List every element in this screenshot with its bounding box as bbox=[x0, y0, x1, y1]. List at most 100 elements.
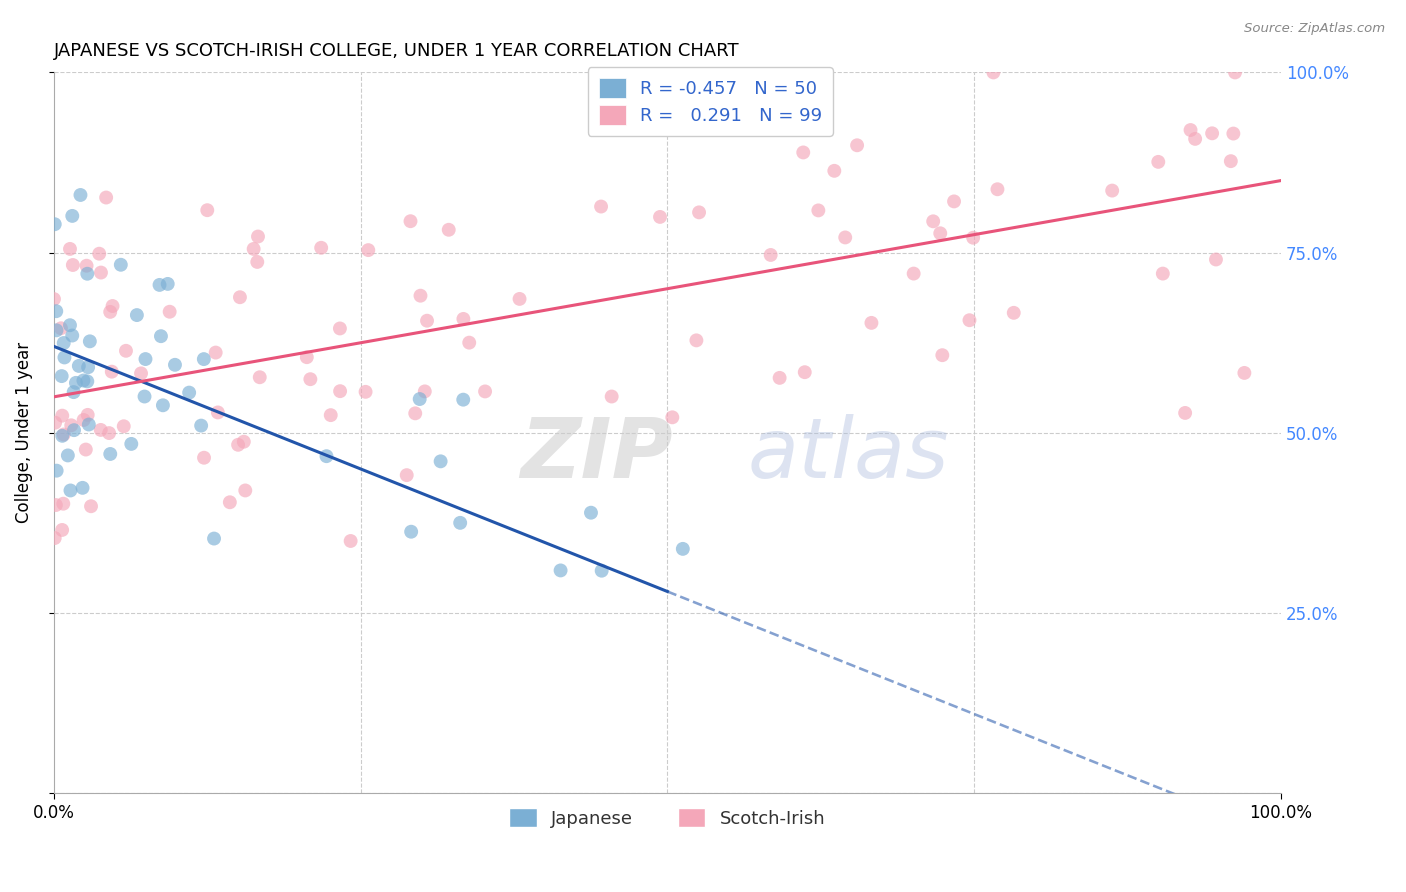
Point bbox=[80, 500, 103, 514]
Point bbox=[1147, 154, 1170, 169]
Point bbox=[437, 223, 460, 237]
Point bbox=[1002, 306, 1025, 320]
Point bbox=[51, 369, 73, 384]
Point bbox=[179, 385, 201, 400]
Point bbox=[329, 384, 352, 399]
Point bbox=[110, 258, 132, 272]
Point bbox=[685, 334, 707, 348]
Point bbox=[429, 454, 451, 468]
Point bbox=[72, 481, 94, 495]
Point bbox=[195, 203, 218, 218]
Point bbox=[120, 437, 142, 451]
Point bbox=[793, 365, 815, 379]
Point bbox=[51, 523, 73, 537]
Point bbox=[550, 563, 572, 577]
Point bbox=[134, 390, 156, 404]
Text: Source: ZipAtlas.com: Source: ZipAtlas.com bbox=[1244, 22, 1385, 36]
Point bbox=[931, 348, 953, 362]
Point bbox=[45, 498, 67, 512]
Point bbox=[76, 375, 98, 389]
Point bbox=[600, 390, 623, 404]
Point bbox=[59, 483, 82, 498]
Point bbox=[404, 406, 426, 420]
Point bbox=[246, 255, 269, 269]
Point bbox=[148, 277, 170, 292]
Point bbox=[52, 336, 75, 351]
Point bbox=[451, 392, 474, 407]
Point bbox=[922, 214, 945, 228]
Point bbox=[45, 323, 67, 337]
Point bbox=[354, 384, 377, 399]
Point bbox=[1223, 65, 1246, 79]
Point bbox=[357, 243, 380, 257]
Point bbox=[75, 442, 97, 457]
Point bbox=[315, 449, 337, 463]
Point bbox=[509, 292, 531, 306]
Point bbox=[959, 313, 981, 327]
Point bbox=[474, 384, 496, 399]
Point bbox=[860, 316, 883, 330]
Point bbox=[76, 408, 98, 422]
Point bbox=[408, 392, 430, 406]
Point bbox=[101, 299, 124, 313]
Point bbox=[204, 345, 226, 359]
Point bbox=[49, 321, 72, 335]
Point bbox=[399, 214, 422, 228]
Text: JAPANESE VS SCOTCH-IRISH COLLEGE, UNDER 1 YEAR CORRELATION CHART: JAPANESE VS SCOTCH-IRISH COLLEGE, UNDER … bbox=[53, 42, 740, 60]
Point bbox=[53, 351, 76, 365]
Point bbox=[193, 450, 215, 465]
Point bbox=[79, 334, 101, 349]
Point bbox=[1222, 127, 1244, 141]
Point bbox=[42, 292, 65, 306]
Point bbox=[986, 182, 1008, 196]
Point bbox=[903, 267, 925, 281]
Point bbox=[1180, 123, 1202, 137]
Point bbox=[1201, 126, 1223, 140]
Point bbox=[672, 541, 695, 556]
Point bbox=[60, 209, 83, 223]
Point bbox=[76, 259, 98, 273]
Point bbox=[45, 304, 67, 318]
Point bbox=[156, 277, 179, 291]
Point bbox=[1174, 406, 1197, 420]
Point bbox=[72, 374, 94, 388]
Point bbox=[226, 438, 249, 452]
Point bbox=[115, 343, 138, 358]
Point bbox=[125, 308, 148, 322]
Point bbox=[246, 229, 269, 244]
Point bbox=[60, 328, 83, 343]
Point bbox=[52, 497, 75, 511]
Point bbox=[1184, 132, 1206, 146]
Point bbox=[319, 408, 342, 422]
Point bbox=[769, 371, 792, 385]
Point bbox=[56, 449, 79, 463]
Point bbox=[295, 350, 318, 364]
Point bbox=[149, 329, 172, 343]
Point bbox=[112, 419, 135, 434]
Point bbox=[299, 372, 322, 386]
Point bbox=[232, 434, 254, 449]
Point bbox=[399, 524, 422, 539]
Point bbox=[202, 532, 225, 546]
Point bbox=[98, 426, 121, 441]
Point bbox=[409, 288, 432, 302]
Point bbox=[62, 385, 84, 400]
Point bbox=[60, 418, 83, 433]
Point bbox=[929, 227, 952, 241]
Point bbox=[218, 495, 240, 509]
Point bbox=[134, 352, 156, 367]
Point bbox=[233, 483, 256, 498]
Point bbox=[62, 258, 84, 272]
Point bbox=[823, 163, 845, 178]
Y-axis label: College, Under 1 year: College, Under 1 year bbox=[15, 343, 32, 524]
Point bbox=[648, 210, 671, 224]
Point bbox=[1205, 252, 1227, 267]
Point bbox=[688, 205, 710, 219]
Point bbox=[89, 246, 111, 260]
Legend: Japanese, Scotch-Irish: Japanese, Scotch-Irish bbox=[502, 800, 832, 835]
Point bbox=[339, 533, 361, 548]
Point bbox=[329, 321, 352, 335]
Point bbox=[229, 290, 252, 304]
Point bbox=[449, 516, 471, 530]
Point bbox=[983, 65, 1005, 79]
